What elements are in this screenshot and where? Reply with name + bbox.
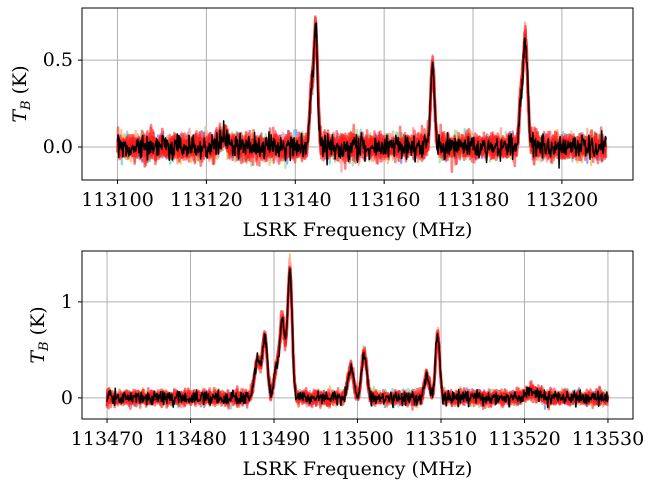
bottom-spectrum-panel: 113470 113480 113490 113500 113510 113520 1135… bbox=[27, 250, 645, 480]
x-tick-label: 113530 bbox=[572, 428, 645, 450]
x-axis-label: LSRK Frequency (MHz) bbox=[243, 219, 473, 241]
y-tick-label: 0.0 bbox=[43, 136, 73, 158]
y-axis-label: TB (K) bbox=[27, 306, 52, 363]
y-axis-label: TB (K) bbox=[9, 65, 34, 122]
x-tick-label: 113520 bbox=[488, 428, 561, 450]
x-tick-label: 113480 bbox=[154, 428, 227, 450]
axes-frame bbox=[81, 7, 634, 181]
x-tick-label: 113120 bbox=[170, 189, 243, 211]
data-spectrum-line bbox=[116, 22, 607, 169]
x-tick-label: 113160 bbox=[348, 189, 421, 211]
x-tick-label: 113180 bbox=[437, 189, 510, 211]
top-spectrum-panel: 113100 113120 113140 113160 113180 113200 0.0 0… bbox=[9, 7, 634, 241]
x-tick-label: 113140 bbox=[259, 189, 332, 211]
plot-area bbox=[105, 253, 610, 411]
x-tick-label: 113490 bbox=[238, 428, 311, 450]
y-tick-label: 0 bbox=[61, 387, 73, 409]
x-tick-label: 113200 bbox=[526, 189, 599, 211]
y-tick-label: 0.5 bbox=[43, 49, 73, 71]
y-tick-label: 1 bbox=[61, 291, 73, 313]
data-spectrum-line bbox=[106, 268, 609, 409]
x-tick-label: 113500 bbox=[321, 428, 394, 450]
x-tick-label: 113100 bbox=[81, 189, 154, 211]
x-tick-label: 113510 bbox=[405, 428, 478, 450]
plot-area bbox=[116, 15, 608, 174]
x-axis-label: LSRK Frequency (MHz) bbox=[243, 458, 473, 480]
x-tick-label: 113470 bbox=[71, 428, 144, 450]
